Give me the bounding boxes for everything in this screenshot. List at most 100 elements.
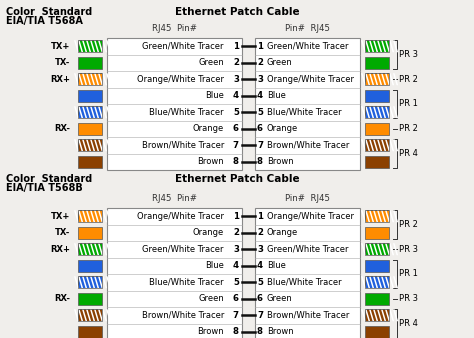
Text: 7: 7	[233, 141, 239, 150]
Bar	[365, 123, 389, 135]
Polygon shape	[373, 106, 378, 118]
Polygon shape	[78, 243, 83, 255]
Bar	[78, 73, 102, 85]
Polygon shape	[98, 106, 103, 118]
Polygon shape	[377, 73, 382, 85]
Polygon shape	[106, 309, 111, 321]
Text: 7: 7	[257, 311, 263, 320]
Text: PR 3: PR 3	[399, 245, 418, 254]
Text: Brown/White Tracer: Brown/White Tracer	[142, 141, 224, 150]
Polygon shape	[369, 40, 374, 52]
Polygon shape	[106, 210, 111, 222]
Polygon shape	[385, 73, 390, 85]
Polygon shape	[381, 276, 386, 288]
Bar	[365, 293, 389, 305]
Polygon shape	[106, 139, 111, 151]
Polygon shape	[90, 309, 95, 321]
Polygon shape	[393, 40, 398, 52]
Text: 3: 3	[233, 75, 239, 84]
Polygon shape	[82, 139, 87, 151]
Text: 2: 2	[233, 228, 239, 237]
Text: Orange/White Tracer: Orange/White Tracer	[267, 75, 354, 84]
Polygon shape	[365, 309, 370, 321]
Bar	[365, 156, 389, 168]
Polygon shape	[365, 106, 370, 118]
Text: RX+: RX+	[50, 75, 70, 84]
Bar	[365, 40, 389, 52]
Text: Green/White Tracer: Green/White Tracer	[143, 245, 224, 254]
Polygon shape	[389, 40, 394, 52]
Text: 5: 5	[257, 278, 263, 287]
Text: Orange: Orange	[193, 124, 224, 133]
Text: 4: 4	[233, 261, 239, 270]
Polygon shape	[102, 106, 107, 118]
Polygon shape	[393, 73, 398, 85]
Text: Orange/White Tracer: Orange/White Tracer	[137, 75, 224, 84]
Polygon shape	[102, 139, 107, 151]
Bar	[365, 139, 389, 151]
Polygon shape	[74, 106, 79, 118]
Polygon shape	[361, 243, 366, 255]
Polygon shape	[86, 243, 91, 255]
Polygon shape	[385, 309, 390, 321]
Text: Blue: Blue	[267, 91, 286, 100]
Bar	[78, 40, 102, 52]
Polygon shape	[377, 276, 382, 288]
Bar	[365, 309, 389, 321]
Polygon shape	[381, 210, 386, 222]
Polygon shape	[393, 276, 398, 288]
Polygon shape	[98, 309, 103, 321]
Text: Green: Green	[267, 58, 293, 67]
Polygon shape	[102, 243, 107, 255]
Text: TX+: TX+	[51, 212, 70, 221]
Bar	[78, 156, 102, 168]
Bar	[365, 276, 389, 288]
Polygon shape	[78, 210, 83, 222]
Text: EIA/TIA T568B: EIA/TIA T568B	[6, 183, 83, 193]
Bar	[365, 106, 389, 118]
Polygon shape	[74, 40, 79, 52]
Bar	[78, 139, 102, 151]
Polygon shape	[90, 276, 95, 288]
Polygon shape	[361, 139, 366, 151]
Polygon shape	[90, 40, 95, 52]
Polygon shape	[106, 243, 111, 255]
Text: 7: 7	[257, 141, 263, 150]
Polygon shape	[78, 309, 83, 321]
Text: TX+: TX+	[51, 42, 70, 51]
Text: PR 3: PR 3	[399, 50, 418, 59]
Polygon shape	[361, 276, 366, 288]
Polygon shape	[377, 210, 382, 222]
Polygon shape	[385, 40, 390, 52]
Text: Green/White Tracer: Green/White Tracer	[267, 245, 348, 254]
Bar	[365, 243, 389, 255]
Text: Green: Green	[198, 294, 224, 303]
Polygon shape	[74, 210, 79, 222]
Text: Blue: Blue	[267, 261, 286, 270]
Polygon shape	[393, 210, 398, 222]
Polygon shape	[74, 139, 79, 151]
Text: 8: 8	[233, 157, 239, 166]
Polygon shape	[90, 243, 95, 255]
Bar	[78, 40, 102, 52]
Polygon shape	[377, 139, 382, 151]
Polygon shape	[377, 243, 382, 255]
Text: PR 3: PR 3	[399, 294, 418, 303]
Text: Color  Standard: Color Standard	[6, 7, 92, 17]
Bar	[78, 293, 102, 305]
Text: 8: 8	[257, 327, 263, 336]
Polygon shape	[78, 73, 83, 85]
Text: 1: 1	[233, 42, 239, 51]
Polygon shape	[373, 309, 378, 321]
Text: 3: 3	[257, 75, 263, 84]
Bar	[78, 276, 102, 288]
Polygon shape	[98, 243, 103, 255]
Polygon shape	[94, 139, 99, 151]
Text: Blue/White Tracer: Blue/White Tracer	[149, 108, 224, 117]
Polygon shape	[94, 309, 99, 321]
Polygon shape	[381, 106, 386, 118]
Polygon shape	[393, 243, 398, 255]
Polygon shape	[94, 106, 99, 118]
Text: RX-: RX-	[54, 294, 70, 303]
Bar	[107, 38, 242, 170]
